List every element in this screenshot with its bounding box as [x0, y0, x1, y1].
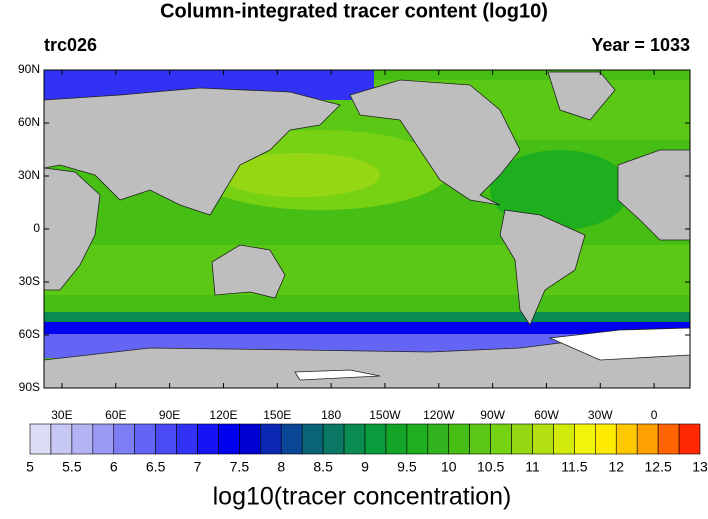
colorbar-box: [427, 423, 450, 455]
colorbar-box: [406, 423, 429, 455]
land: [211, 244, 286, 299]
colorbar-box: [155, 423, 177, 455]
colorbar-box: [50, 423, 73, 455]
land: [499, 209, 586, 326]
lon-label: 150E: [263, 408, 291, 422]
colorbar-box: [657, 423, 680, 455]
colorbar-title: log10(tracer concentration): [213, 483, 512, 511]
colorbar-label: 13: [692, 459, 708, 475]
colorbar-label: 12.5: [645, 459, 672, 475]
title: Column-integrated tracer content (log10): [160, 0, 548, 22]
lon-label: 180: [321, 408, 341, 422]
lon-label: 90E: [159, 408, 180, 422]
colorbar-label: 5.5: [62, 459, 82, 475]
lat-label: 0: [33, 221, 40, 235]
land: [349, 79, 521, 206]
map-field: [44, 70, 690, 388]
colorbar-label: 8: [277, 459, 285, 475]
colorbar-box: [490, 423, 512, 455]
colorbar-box: [280, 423, 303, 455]
colorbar-box: [134, 423, 156, 455]
colorbar-label: 6.5: [146, 459, 166, 475]
lon-label: 60W: [534, 408, 559, 422]
lat-label: 60S: [19, 327, 40, 341]
ice-shelf: [548, 327, 690, 361]
ocean-band: [44, 245, 690, 295]
colorbar-label: 9.5: [397, 459, 417, 475]
right-subtitle: Year = 1033: [591, 35, 690, 55]
land: [44, 87, 341, 216]
lon-label: 90W: [480, 408, 505, 422]
colorbar-box: [595, 423, 617, 455]
ice-shelf: [294, 369, 381, 381]
colorbar-box: [176, 423, 198, 455]
left-subtitle: trc026: [44, 35, 97, 55]
land: [547, 71, 616, 121]
colorbar-box: [113, 423, 135, 455]
ocean-band: [490, 150, 630, 230]
colorbar-box: [92, 423, 115, 455]
lat-label: 30N: [18, 168, 40, 182]
colorbar-box: [636, 423, 659, 455]
lon-label: 30E: [51, 408, 72, 422]
land: [617, 149, 690, 241]
colorbar-box: [218, 423, 240, 455]
colorbar-label: 11: [525, 459, 540, 475]
land: [44, 167, 101, 291]
colorbar-label: 12: [608, 459, 624, 475]
lat-label: 90N: [18, 62, 40, 76]
colorbar-box: [197, 423, 219, 455]
lon-label: 60E: [105, 408, 126, 422]
colorbar-box: [343, 423, 366, 455]
colorbar-box: [385, 423, 408, 455]
colorbar-box: [574, 423, 596, 455]
colorbar-box: [260, 423, 282, 455]
colorbar-label: 11.5: [561, 459, 587, 475]
colorbar-box: [469, 423, 491, 455]
colorbar-box: [678, 423, 701, 455]
lon-label: 30W: [588, 408, 613, 422]
colorbar-box: [71, 423, 94, 455]
land: [44, 337, 690, 388]
lat-label: 30S: [19, 274, 40, 288]
colorbar-box: [511, 423, 533, 455]
colorbar-box: [322, 423, 345, 455]
lon-label: 120W: [423, 408, 455, 422]
colorbar-box: [239, 423, 261, 455]
colorbar-label: 10: [441, 459, 457, 475]
lon-label: 120E: [209, 408, 237, 422]
colorbar-label: 10.5: [477, 459, 504, 475]
colorbar-box: [615, 423, 638, 455]
colorbar-label: 6: [110, 459, 118, 475]
colorbar-label: 8.5: [313, 459, 333, 475]
colorbar-box: [364, 423, 387, 455]
colorbar-box: [532, 423, 554, 455]
colorbar-box: [29, 423, 52, 455]
colorbar-box: [301, 423, 324, 455]
ocean-band: [220, 153, 380, 197]
lat-label: 60N: [18, 115, 40, 129]
colorbar-box: [448, 423, 470, 455]
colorbar-label: 9: [361, 459, 369, 475]
colorbar-box: [553, 423, 575, 455]
lat-label: 90S: [19, 380, 40, 394]
lon-label: 150W: [369, 408, 401, 422]
colorbar-label: 7: [194, 459, 202, 475]
colorbar-label: 5: [26, 459, 34, 475]
colorbar-label: 7.5: [230, 459, 250, 475]
lon-label: 0: [651, 408, 658, 422]
